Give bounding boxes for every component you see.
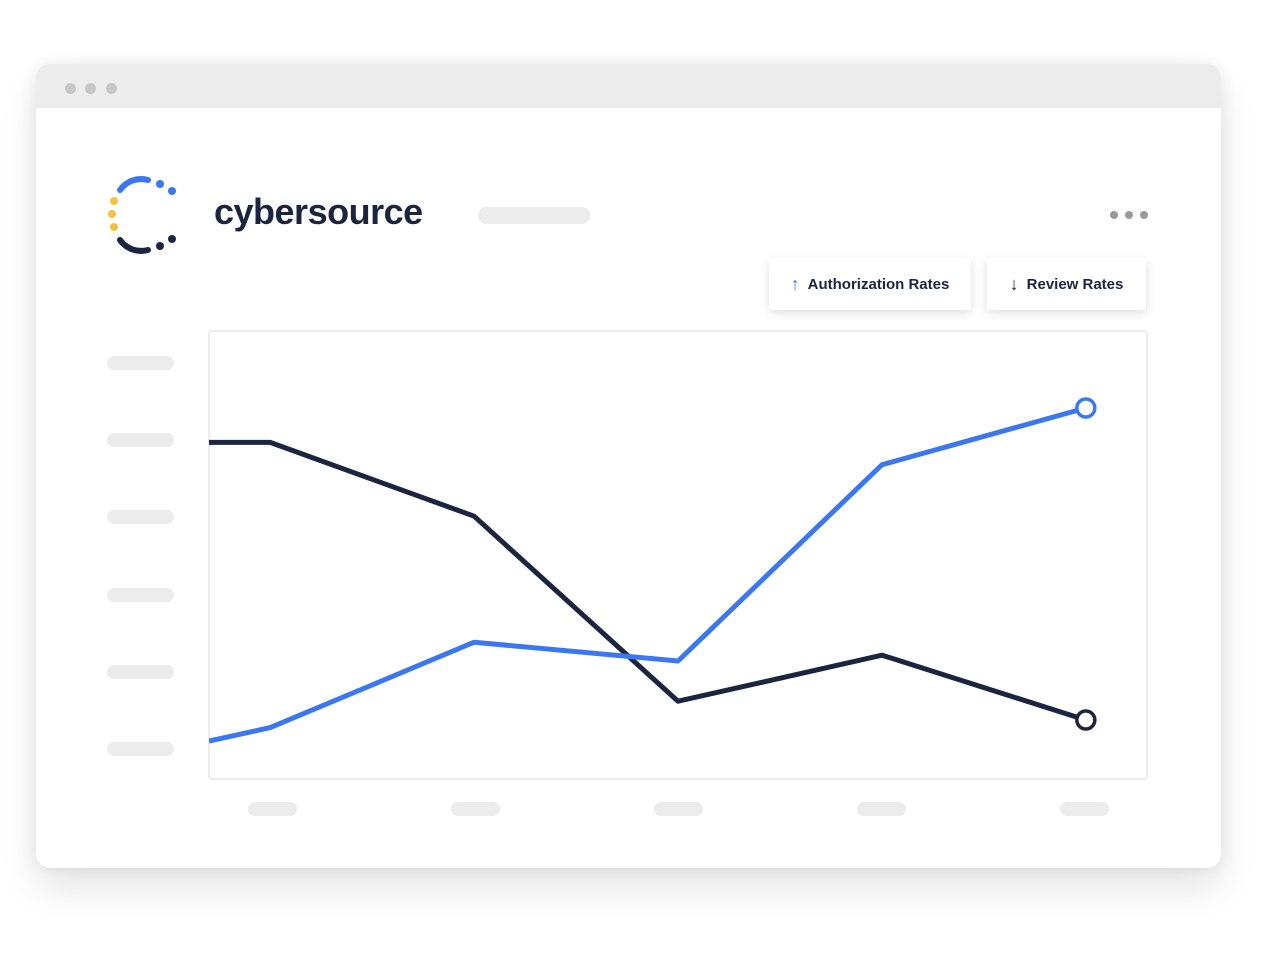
chart-area [208, 330, 1148, 780]
review-rates-label: Review Rates [1026, 275, 1124, 293]
header-placeholder [478, 207, 590, 224]
brand-name: cybersource [214, 191, 423, 232]
cybersource-logo-icon [108, 176, 176, 254]
y-tick-placeholder [107, 433, 174, 447]
x-tick-placeholder [1060, 802, 1109, 816]
y-tick-placeholder [107, 356, 174, 370]
authorization-rates-button[interactable]: ↑ Authorization Rates [769, 258, 971, 310]
y-tick-placeholder [107, 588, 174, 602]
window-maximize-dot[interactable] [106, 83, 117, 94]
arrow-down-icon: ↓ [1009, 274, 1019, 294]
series-end-point-authorization-rates[interactable] [1075, 397, 1097, 419]
series-line-review-rates [209, 439, 1087, 723]
more-horizontal-icon[interactable] [1107, 208, 1151, 222]
window-titlebar [36, 64, 1221, 108]
x-tick-placeholder [654, 802, 703, 816]
window-minimize-dot[interactable] [85, 83, 96, 94]
window-close-dot[interactable] [65, 83, 76, 94]
series-line-authorization-rates [209, 405, 1087, 744]
series-end-point-review-rates[interactable] [1075, 709, 1097, 731]
review-rates-button[interactable]: ↓ Review Rates [987, 258, 1146, 310]
authorization-rates-label: Authorization Rates [807, 275, 950, 293]
x-tick-placeholder [857, 802, 906, 816]
x-tick-placeholder [451, 802, 500, 816]
y-tick-placeholder [107, 510, 174, 524]
y-tick-placeholder [107, 665, 174, 679]
arrow-up-icon: ↑ [790, 274, 800, 294]
y-tick-placeholder [107, 742, 174, 756]
x-tick-placeholder [248, 802, 297, 816]
